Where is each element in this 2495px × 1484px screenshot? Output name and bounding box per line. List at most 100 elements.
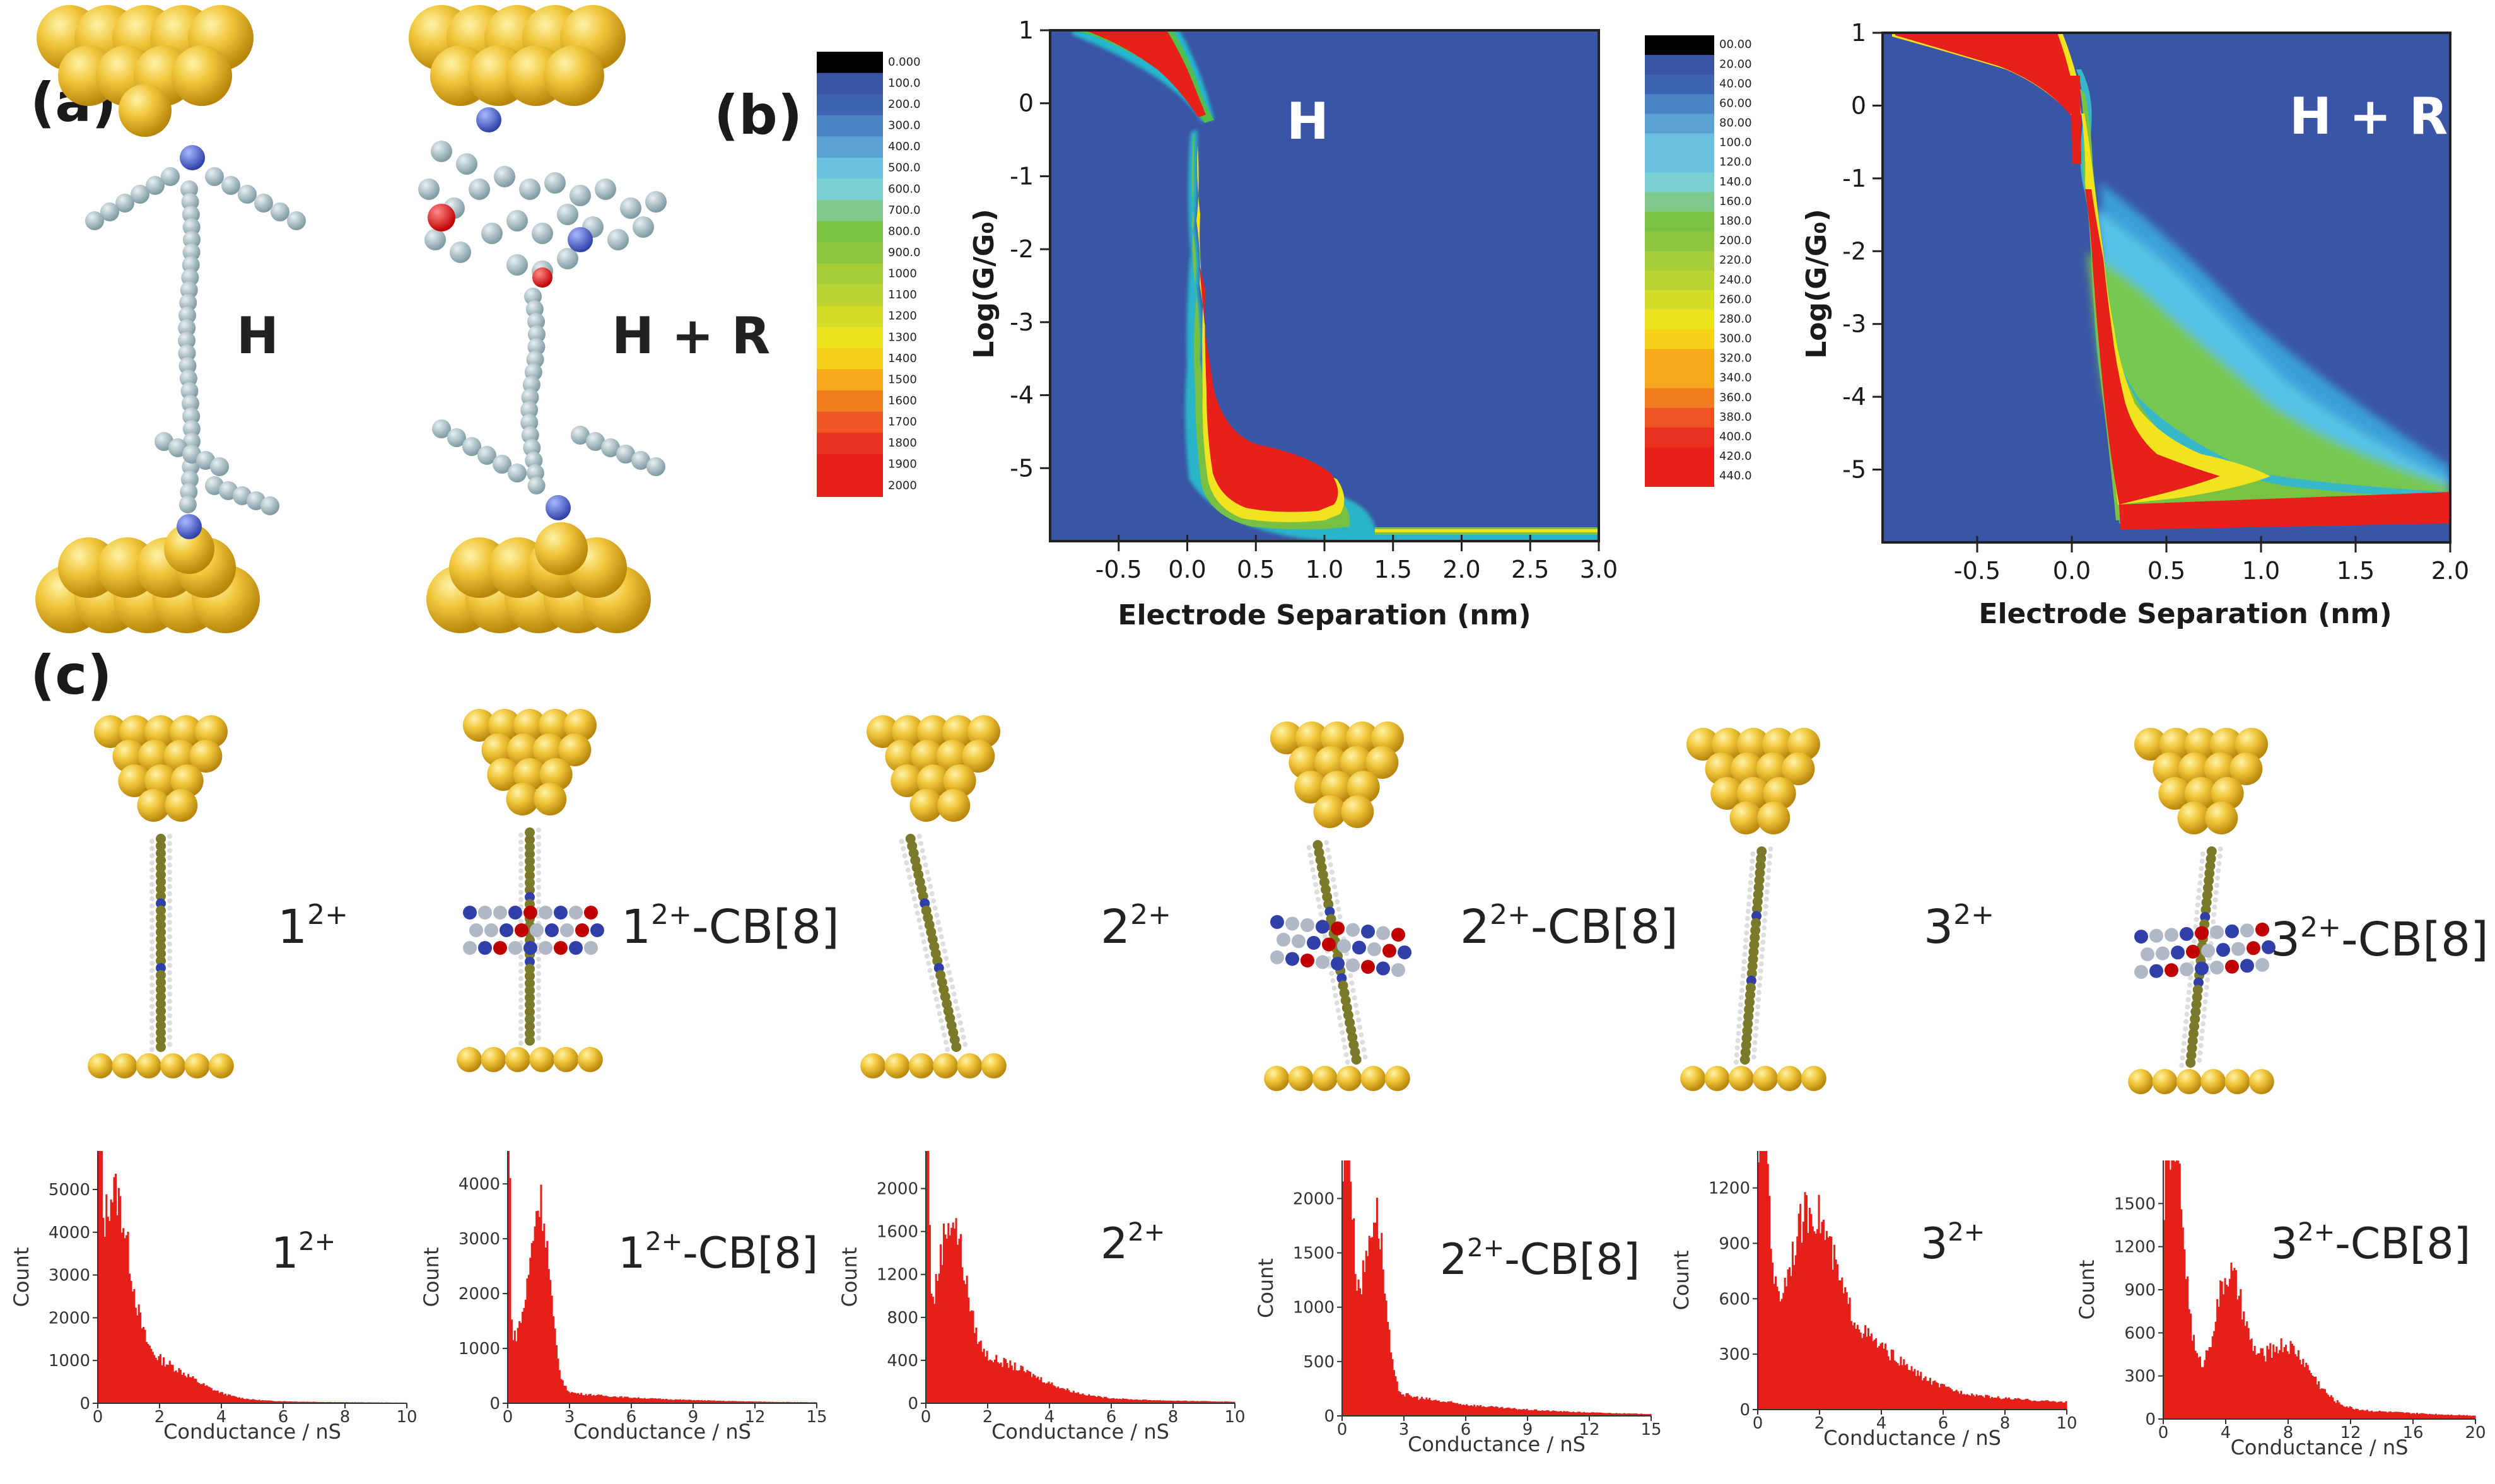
histogram-bar [978,1341,981,1403]
histogram-bar [631,1398,634,1403]
atom [940,941,946,947]
atom [918,841,924,846]
histogram-bar [614,1396,617,1403]
atom [478,941,492,955]
histogram-bar [1862,1333,1865,1410]
histogram-x-tick-label: 6 [626,1408,637,1427]
histogram-bar [120,1232,123,1403]
histogram-bar [1015,1370,1018,1403]
histogram-y-tick-label: 4000 [459,1175,500,1194]
histogram-bar [744,1401,746,1403]
histogram-bar [1208,1401,1211,1403]
histogram-bar [2391,1412,2393,1419]
atom [149,896,155,902]
histogram-bar [619,1396,621,1403]
atom [2195,961,2209,976]
atom [1737,728,1770,761]
histogram-bar [311,1401,313,1403]
atom [179,370,197,387]
histogram-bar [2470,1415,2473,1419]
histogram-bar [2411,1413,2414,1419]
atom [119,84,172,137]
atom [167,1034,172,1040]
histogram-bar [155,1357,157,1403]
atom [2217,846,2223,851]
atom [1744,923,1750,928]
histogram-bar [1017,1370,1019,1403]
histogram-x-tick-label: 10 [396,1408,417,1427]
histogram-bar [232,1396,235,1403]
histogram-y-tick-label: 1200 [2114,1238,2156,1257]
atom [431,141,452,162]
atom [178,307,196,324]
histogram-bar [2267,1349,2270,1419]
atom [1751,904,1762,914]
atom [536,956,541,962]
atom [577,1047,603,1072]
histogram-bar [1648,1414,1651,1416]
histogram-bar [2356,1409,2359,1419]
atom [1739,988,1744,993]
atom [2225,959,2239,974]
histogram-bar [2013,1399,2015,1410]
histogram-bar [1356,1290,1359,1416]
histogram-bar [237,1398,239,1403]
histogram-bar [2003,1398,2006,1410]
atom [1750,851,1756,856]
histogram-bar [622,1398,624,1403]
histogram-bar [1791,1241,1794,1410]
atom [146,176,165,195]
histogram-bar [2352,1408,2354,1419]
histogram-bar [1202,1401,1205,1403]
histogram-bar [1777,1291,1780,1410]
atom [2199,1028,2205,1034]
atom [1264,1066,1290,1091]
histogram-bar [1484,1406,1487,1416]
atom [1294,771,1328,803]
histogram-bar [1061,1388,1064,1403]
histogram-bar [774,1401,777,1403]
atom [1317,904,1323,909]
atom [1753,1066,1779,1091]
histogram-bar [314,1401,317,1403]
histogram-xlabel: Conductance / nS [573,1420,751,1444]
histogram-bar [1171,1401,1174,1403]
histogram-bar [716,1400,718,1403]
atom [506,210,528,231]
histogram-bar [2293,1345,2295,1419]
atom [937,789,971,822]
atom [930,982,936,988]
histogram-bar [1896,1363,1899,1410]
atom [902,853,908,858]
histogram-bar [1382,1269,1384,1416]
atom [2212,904,2217,910]
histogram-bar [1519,1409,1522,1416]
histogram-y-tick-label: 1600 [877,1223,918,1242]
atom [1348,973,1353,979]
histogram-bar [693,1399,696,1403]
histogram-bar [247,1399,250,1403]
histogram-bar [1085,1395,1087,1403]
atom [2191,938,2197,944]
atom [118,764,151,797]
colorbar-swatch [1645,427,1714,448]
histogram-bar [937,1280,939,1403]
histogram-bar [1787,1269,1789,1410]
histogram-bar [182,1372,185,1403]
atom [2197,1058,2202,1063]
histogram-bar [1844,1287,1847,1410]
histogram-bar [1779,1301,1782,1410]
atom [1321,722,1353,754]
atom [911,896,917,902]
histogram-bar [736,1401,739,1403]
atom [1341,795,1374,828]
atom [167,1027,172,1033]
atom [525,885,535,896]
atom [149,889,155,894]
atom [1759,954,1765,959]
histogram-bar [1983,1398,1985,1410]
atom [156,869,166,880]
atom [932,989,938,995]
histogram-bar [1645,1414,1647,1416]
histogram-bar [1532,1410,1534,1416]
